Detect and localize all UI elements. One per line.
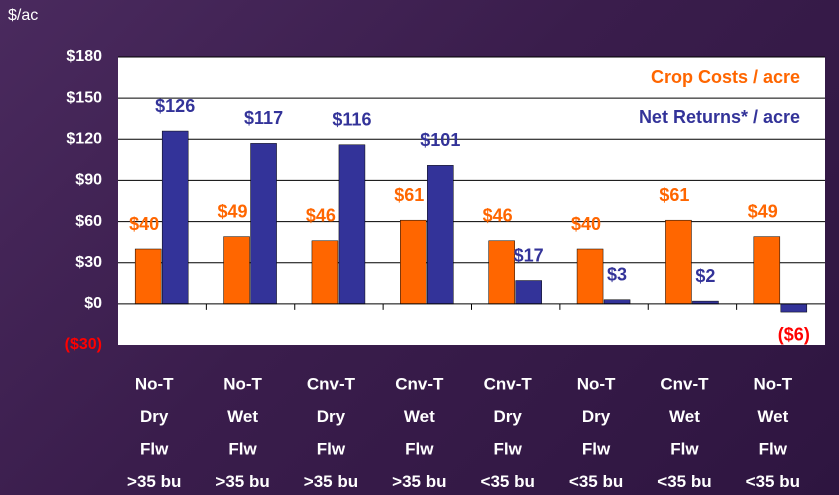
bar	[250, 143, 277, 305]
legend-entry: Net Returns* / acre	[639, 107, 800, 127]
x-tick-label: Flw	[317, 439, 346, 458]
x-tick-label: No-T	[135, 374, 174, 393]
x-tick-label: <35 bu	[569, 472, 623, 491]
bar	[134, 248, 162, 305]
data-label: $49	[218, 201, 248, 221]
data-label: $116	[332, 110, 371, 130]
bar	[427, 165, 454, 305]
data-label: $49	[748, 201, 778, 221]
x-tick-label: Flw	[582, 439, 611, 458]
x-tick-label: No-T	[577, 374, 616, 393]
x-tick-label: Cnv-T	[484, 374, 533, 393]
data-label: $46	[306, 206, 336, 226]
x-tick-label: Flw	[405, 439, 434, 458]
data-label: $40	[571, 214, 601, 234]
bar	[488, 240, 515, 305]
x-tick-label: Flw	[140, 439, 169, 458]
data-label: $61	[659, 185, 689, 205]
x-tick-label: Wet	[404, 407, 435, 426]
data-label: $17	[514, 245, 544, 265]
bar	[161, 130, 189, 305]
x-tick-label: Cnv-T	[395, 374, 444, 393]
x-tick-label: No-T	[223, 374, 262, 393]
y-axis-label: $/ac	[8, 7, 38, 24]
x-tick-label: >35 bu	[215, 472, 269, 491]
y-tick-label: $120	[66, 131, 102, 148]
x-tick-label: Dry	[140, 407, 169, 426]
bar	[780, 303, 808, 313]
x-tick-label: Flw	[494, 439, 523, 458]
y-tick-label: $0	[84, 295, 102, 312]
x-tick-label: Wet	[227, 407, 258, 426]
x-tick-label: Cnv-T	[307, 374, 356, 393]
x-tick-label: Cnv-T	[660, 374, 709, 393]
bar	[665, 219, 692, 305]
y-tick-label: $180	[66, 48, 102, 65]
x-tick-label: >35 bu	[304, 472, 358, 491]
bar	[338, 144, 366, 305]
data-label: $46	[483, 206, 513, 226]
x-tick-label: Dry	[317, 407, 346, 426]
bar	[311, 240, 339, 305]
data-label: $126	[155, 96, 195, 116]
data-label: $61	[394, 185, 424, 205]
x-tick-label: <35 bu	[481, 472, 535, 491]
data-label: $101	[420, 130, 460, 150]
x-tick-label: <35 bu	[657, 472, 711, 491]
data-label: $40	[129, 214, 159, 234]
x-tick-label: Dry	[494, 407, 523, 426]
bar	[400, 219, 427, 305]
bar	[753, 236, 781, 305]
y-tick-label: $150	[66, 89, 102, 106]
x-tick-label: Flw	[670, 439, 699, 458]
x-tick-label: Dry	[582, 407, 611, 426]
y-tick-label: $30	[75, 254, 102, 271]
y-tick-label: ($30)	[65, 336, 102, 353]
x-tick-label: >35 bu	[127, 472, 181, 491]
bar	[223, 236, 250, 305]
data-label: $117	[244, 108, 283, 128]
x-tick-label: Wet	[757, 407, 788, 426]
legend-entry: Crop Costs / acre	[651, 67, 800, 87]
bar	[603, 299, 631, 305]
x-tick-label: Flw	[228, 439, 257, 458]
bar	[576, 248, 604, 305]
y-tick-label: $90	[75, 172, 102, 189]
y-tick-label: $60	[75, 213, 102, 230]
data-label: ($6)	[778, 325, 810, 345]
x-tick-label: Wet	[669, 407, 700, 426]
x-tick-label: No-T	[753, 374, 792, 393]
x-tick-label: >35 bu	[392, 472, 446, 491]
data-label: $3	[607, 264, 627, 284]
x-tick-label: Flw	[759, 439, 788, 458]
bar	[515, 280, 542, 305]
data-label: $2	[695, 266, 715, 286]
x-tick-label: <35 bu	[746, 472, 800, 491]
